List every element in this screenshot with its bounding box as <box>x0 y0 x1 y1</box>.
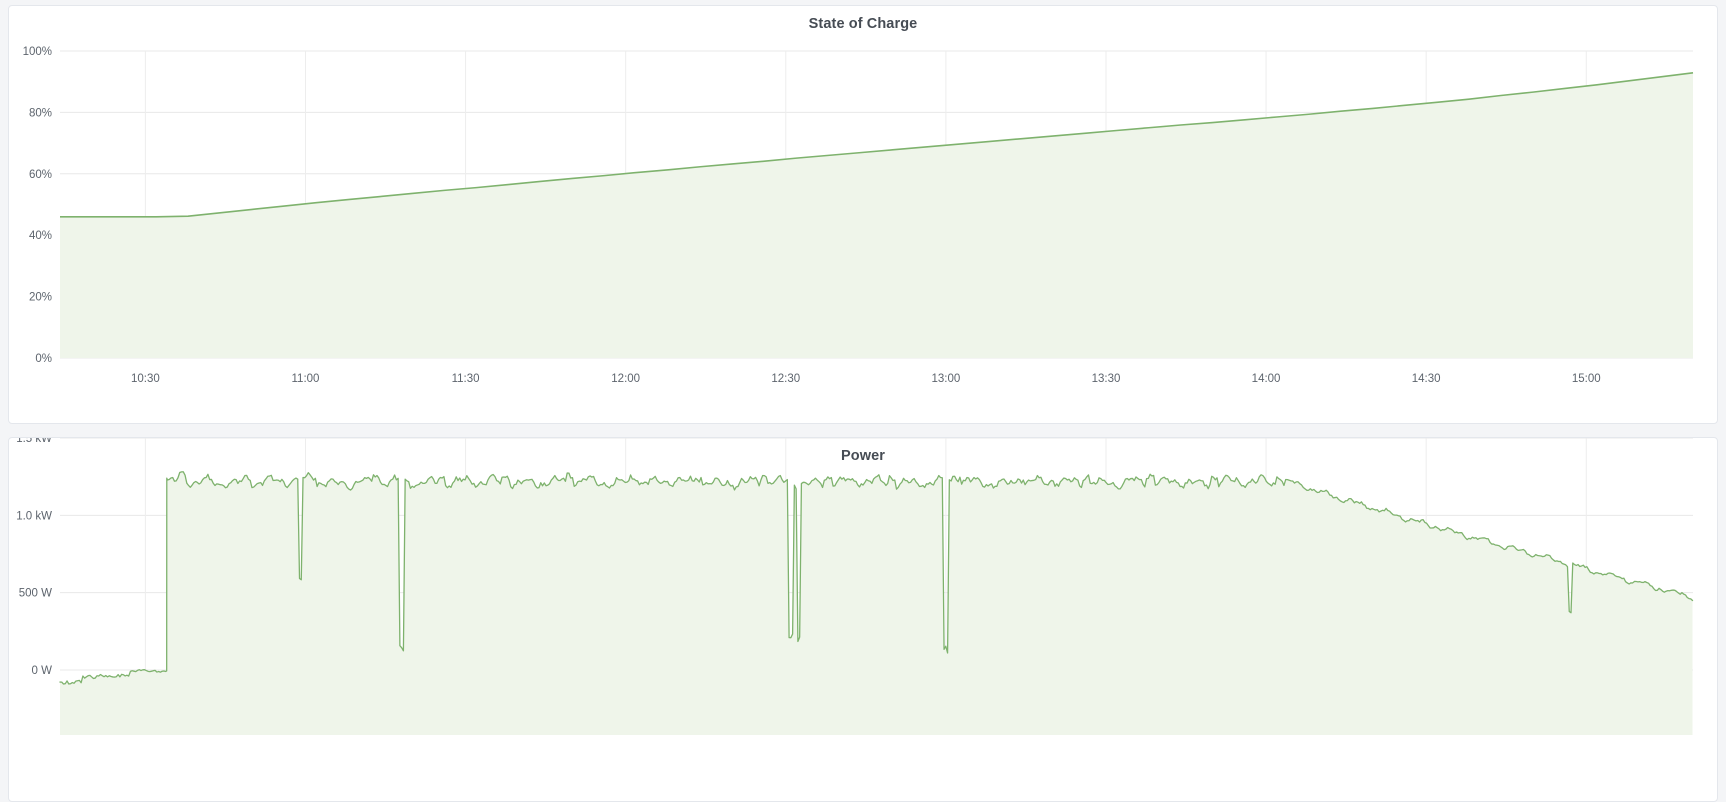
soc-y-tick-label: 40% <box>29 230 52 242</box>
soc-x-tick-label: 12:00 <box>611 373 640 385</box>
soc-y-tick-label: 100% <box>23 46 52 58</box>
power-plot-svg: 0 W 500 W 1.0 kW 1.5 kW <box>16 438 1694 735</box>
power-y-tick-label: 1.0 kW <box>16 510 52 522</box>
soc-x-tick-label: 11:30 <box>452 373 480 385</box>
panel-state-of-charge[interactable]: State of Charge 0% 20% 40% 60% 80% 100% 10:30 1… <box>8 5 1718 424</box>
soc-line <box>60 72 1694 218</box>
soc-x-tick-label: 15:00 <box>1572 373 1601 385</box>
power-line <box>59 471 1694 685</box>
soc-x-tick-label: 13:30 <box>1092 373 1121 385</box>
power-y-tick-label: 0 W <box>32 665 53 677</box>
soc-y-tick-label: 60% <box>29 169 52 181</box>
power-area-fill <box>60 471 1693 735</box>
panel-power[interactable]: Power 0 W 500 W 1.0 kW 1.5 kW <box>8 437 1718 802</box>
soc-x-tick-label: 14:00 <box>1252 373 1281 385</box>
soc-y-tick-label: 20% <box>29 292 52 304</box>
soc-area-fill <box>60 72 1693 359</box>
soc-x-tick-label: 13:00 <box>931 373 960 385</box>
soc-y-tick-label: 80% <box>29 107 52 119</box>
power-y-tick-label: 500 W <box>19 588 52 600</box>
power-y-tick-label: 1.5 kW <box>16 438 52 445</box>
power-chart[interactable]: 0 W 500 W 1.0 kW 1.5 kW <box>9 438 1717 801</box>
soc-x-tick-label: 14:30 <box>1412 373 1441 385</box>
soc-y-tick-label: 0% <box>35 353 52 365</box>
soc-plot-svg: 0% 20% 40% 60% 80% 100% 10:30 11:00 11:30 12:00 12… <box>23 46 1694 385</box>
soc-x-tick-label: 12:30 <box>771 373 800 385</box>
soc-x-tick-label: 10:30 <box>131 373 160 385</box>
soc-x-tick-label: 11:00 <box>292 373 320 385</box>
soc-chart[interactable]: 0% 20% 40% 60% 80% 100% 10:30 11:00 11:30 12:00 12… <box>9 6 1717 423</box>
